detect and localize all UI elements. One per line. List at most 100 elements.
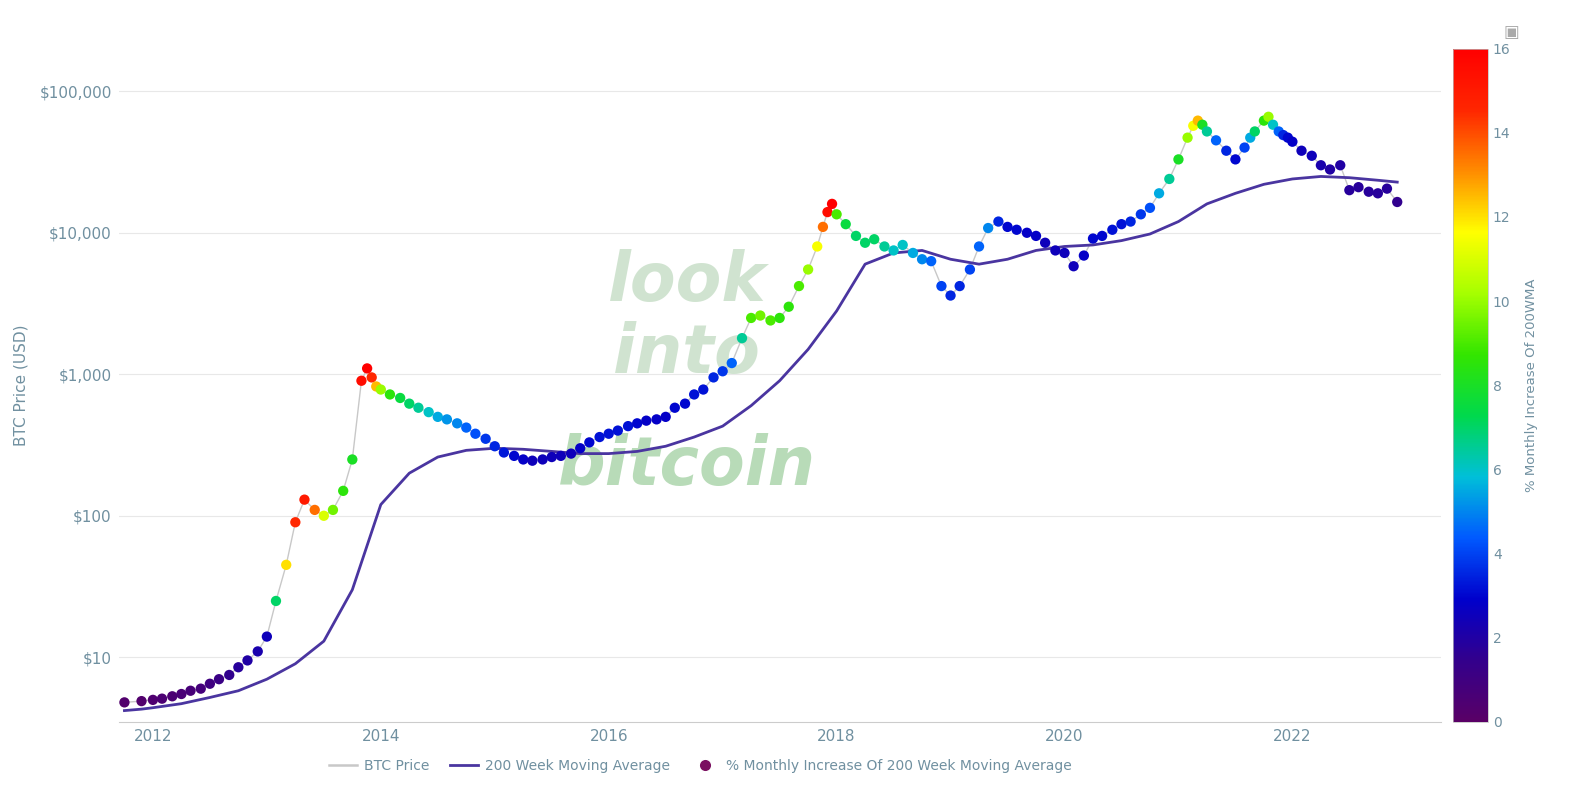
- Point: [747, 309, 773, 322]
- Point: [966, 240, 991, 253]
- Point: [369, 383, 394, 396]
- Point: [1004, 223, 1029, 236]
- Point: [633, 414, 659, 427]
- Point: [872, 240, 898, 253]
- Point: [1346, 181, 1371, 194]
- Point: [1108, 217, 1133, 230]
- Point: [1336, 183, 1361, 196]
- Point: [918, 255, 943, 268]
- Point: [576, 436, 602, 448]
- Point: [820, 197, 845, 210]
- Point: [206, 672, 231, 685]
- Point: [149, 692, 174, 705]
- Point: [787, 280, 812, 293]
- Point: [234, 654, 260, 667]
- Point: [1023, 230, 1048, 242]
- Point: [548, 449, 573, 462]
- Point: [1181, 119, 1206, 132]
- Point: [245, 645, 271, 658]
- Point: [312, 509, 337, 522]
- Point: [519, 454, 545, 467]
- Point: [340, 453, 366, 466]
- Point: [1137, 201, 1162, 214]
- Point: [844, 230, 869, 242]
- Point: [1276, 131, 1301, 144]
- Point: [1232, 141, 1257, 154]
- Point: [1032, 236, 1057, 249]
- Point: [776, 300, 801, 313]
- Point: [198, 677, 223, 690]
- Point: [947, 280, 972, 293]
- Point: [1061, 260, 1086, 272]
- Point: [1100, 223, 1126, 236]
- Point: [1051, 247, 1076, 260]
- Point: [1260, 118, 1285, 131]
- Point: [1157, 173, 1183, 186]
- Point: [530, 453, 556, 466]
- Point: [128, 695, 154, 708]
- Point: [388, 392, 413, 405]
- Point: [263, 594, 288, 607]
- Point: [909, 253, 934, 266]
- Point: [587, 431, 613, 444]
- Point: [1317, 163, 1342, 176]
- Point: [511, 453, 537, 466]
- Point: [597, 427, 622, 440]
- Point: [804, 240, 829, 253]
- Point: [348, 374, 374, 387]
- Point: [616, 419, 641, 432]
- Point: [291, 493, 317, 506]
- Point: [1175, 131, 1200, 144]
- Point: [1365, 187, 1390, 200]
- Point: [502, 449, 527, 462]
- Point: [1238, 131, 1263, 144]
- Point: [975, 221, 1000, 234]
- Point: [739, 311, 765, 324]
- Point: [654, 410, 679, 423]
- Point: [1015, 226, 1040, 239]
- Point: [1129, 208, 1154, 221]
- Point: [994, 221, 1019, 234]
- Point: [682, 388, 708, 401]
- Point: [559, 447, 584, 460]
- Point: [416, 406, 442, 418]
- Point: [1300, 149, 1325, 162]
- Point: [568, 442, 594, 455]
- Point: [1080, 232, 1105, 245]
- Point: [473, 432, 499, 445]
- Point: [188, 682, 214, 695]
- Point: [359, 371, 385, 384]
- Point: [880, 244, 905, 257]
- Text: look
into: look into: [608, 249, 766, 387]
- Point: [1308, 159, 1333, 172]
- Point: [833, 217, 858, 230]
- Point: [1146, 187, 1171, 200]
- Point: [768, 311, 793, 324]
- Point: [364, 380, 389, 393]
- Point: [673, 397, 698, 410]
- Point: [377, 388, 402, 401]
- Point: [644, 413, 670, 426]
- Point: [1271, 129, 1296, 142]
- Point: [1385, 195, 1410, 208]
- Point: [320, 504, 345, 517]
- Point: [1328, 159, 1353, 172]
- Point: [283, 516, 309, 529]
- Point: [1072, 249, 1097, 262]
- Point: [274, 558, 299, 571]
- Point: [823, 208, 848, 221]
- Point: [1222, 153, 1247, 166]
- Point: [1357, 185, 1382, 198]
- Point: [861, 233, 886, 246]
- Point: [169, 688, 195, 701]
- Point: [1279, 135, 1304, 148]
- Point: [141, 693, 166, 706]
- Point: [397, 397, 423, 410]
- Point: [1165, 153, 1190, 166]
- Point: [405, 401, 431, 414]
- Point: [1374, 182, 1399, 195]
- Point: [937, 289, 962, 302]
- Point: [929, 280, 955, 293]
- Point: [540, 451, 565, 464]
- Point: [958, 263, 983, 276]
